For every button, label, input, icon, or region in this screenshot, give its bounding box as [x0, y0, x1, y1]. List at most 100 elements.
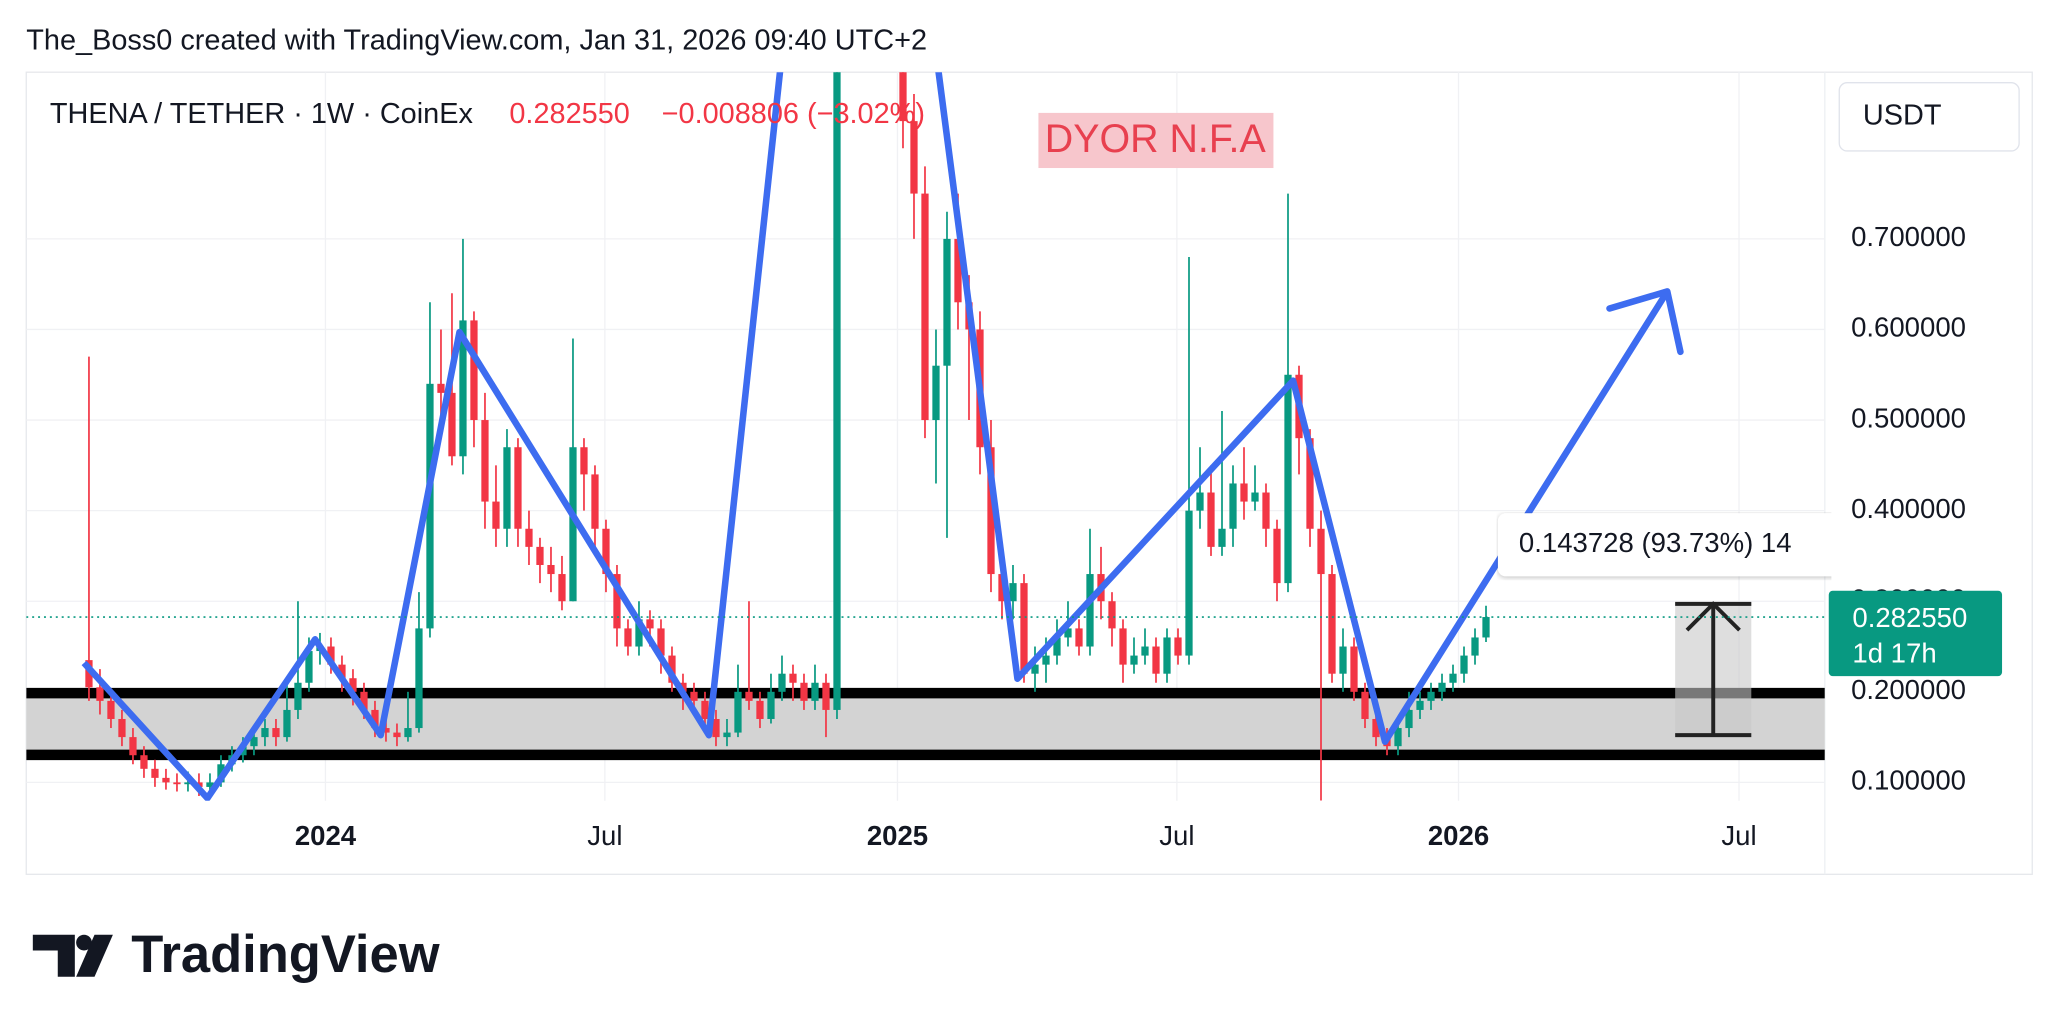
candle-body	[987, 447, 995, 575]
candle-body	[1130, 655, 1138, 665]
y-tick-label: 0.500000	[1851, 402, 1966, 433]
candle-body	[118, 718, 126, 738]
x-tick-label: Jul	[1159, 820, 1194, 851]
price-tag-countdown: 1d 17h	[1852, 637, 1936, 668]
candle-body	[1372, 718, 1380, 738]
candle-body	[613, 574, 621, 629]
candle-body	[261, 728, 269, 738]
candle-body	[569, 447, 577, 602]
symbol-title: THENA / TETHER · 1W · CoinEx	[50, 98, 474, 130]
candle-body	[580, 447, 588, 475]
candle-body	[349, 678, 357, 692]
candle-body	[602, 528, 610, 575]
candle-body	[910, 121, 918, 194]
logo-mark	[76, 934, 113, 977]
brand: TradingView	[131, 925, 439, 984]
candle-body	[899, 72, 907, 122]
candle-body	[723, 732, 731, 738]
candle-body	[668, 655, 676, 683]
candle-body	[371, 709, 379, 729]
candle-body	[1317, 528, 1325, 575]
candle-body	[503, 447, 511, 529]
candle-body	[360, 691, 368, 710]
candle-body	[140, 755, 148, 769]
x-tick-label: 2025	[867, 820, 928, 851]
candle-body	[514, 447, 522, 529]
x-tick-label: 2026	[1428, 820, 1489, 851]
candle-body	[470, 320, 478, 421]
candle-body	[1339, 646, 1347, 674]
y-tick-label: 0.400000	[1851, 493, 1966, 524]
candle-body	[932, 365, 940, 421]
candle-body	[789, 673, 797, 683]
candle-body	[1020, 583, 1028, 674]
trend-line	[935, 72, 1671, 745]
candle-body	[833, 72, 841, 710]
candle-body	[1218, 528, 1226, 547]
candle-body	[250, 737, 258, 747]
candle-body	[1284, 374, 1292, 584]
candle-body	[657, 628, 665, 656]
candle-body	[536, 546, 544, 565]
candle-body	[1196, 492, 1204, 511]
candle-body	[1064, 628, 1072, 638]
candle-body	[1152, 646, 1160, 674]
y-tick-label: 0.600000	[1851, 312, 1966, 343]
candle-body	[272, 728, 280, 738]
candle-body	[1438, 682, 1446, 692]
candle-body	[283, 709, 291, 738]
candle-body	[437, 383, 445, 393]
plot-area	[26, 72, 1825, 801]
candle-body	[338, 664, 346, 679]
candle-body	[525, 528, 533, 547]
candle-body	[404, 728, 412, 738]
header: The_Boss0 created with TradingView.com, …	[26, 25, 927, 57]
candle-body	[415, 628, 423, 729]
support-zone	[26, 693, 1825, 755]
candle-body	[778, 673, 786, 692]
candle-body	[1251, 492, 1259, 502]
candle-body	[1207, 492, 1215, 547]
candle-body	[382, 728, 390, 733]
candle-body	[162, 777, 170, 783]
candle-body	[1042, 655, 1050, 665]
annotation-box	[1038, 112, 1274, 169]
candle-body	[701, 700, 709, 719]
x-tick-label: Jul	[587, 820, 622, 851]
candle-body	[1086, 574, 1094, 647]
candles	[85, 72, 1490, 801]
price-tag-label: 0.282550	[1852, 602, 1967, 633]
price-tag-box	[1828, 590, 2003, 677]
candle-body	[1262, 492, 1270, 529]
candle-body	[1306, 438, 1314, 529]
arrow-head	[1606, 288, 1684, 356]
price-tag: 0.282550 1d 17h	[1828, 590, 2003, 677]
measure-label: 0.143728 (93.73%) 14	[1519, 527, 1792, 558]
price-change: −0.008806 (−3.02%)	[662, 98, 925, 130]
candle-body	[1119, 628, 1127, 665]
measure-tooltip: 0.143728 (93.73%) 14	[1497, 513, 1832, 577]
candle-body	[206, 782, 214, 787]
candle-body	[459, 320, 467, 457]
candle-body	[1328, 574, 1336, 674]
candle-body	[492, 501, 500, 529]
candle-body	[96, 687, 104, 701]
candle-body	[1009, 583, 1017, 602]
candle-body	[1075, 628, 1083, 647]
logo-mark	[76, 934, 92, 951]
candle-body	[1405, 709, 1413, 729]
candle-body	[690, 691, 698, 701]
candle-body	[85, 660, 93, 688]
candle-body	[1031, 664, 1039, 674]
candle-body	[822, 682, 830, 710]
candle-body	[712, 718, 720, 738]
candle-body	[1427, 691, 1435, 701]
x-tick-label: 2024	[295, 820, 357, 851]
y-tick-label: 0.700000	[1851, 221, 1966, 252]
candle-body	[1229, 483, 1237, 529]
candle-body	[558, 574, 566, 602]
candle-body	[184, 782, 192, 785]
candle-body	[734, 691, 742, 733]
